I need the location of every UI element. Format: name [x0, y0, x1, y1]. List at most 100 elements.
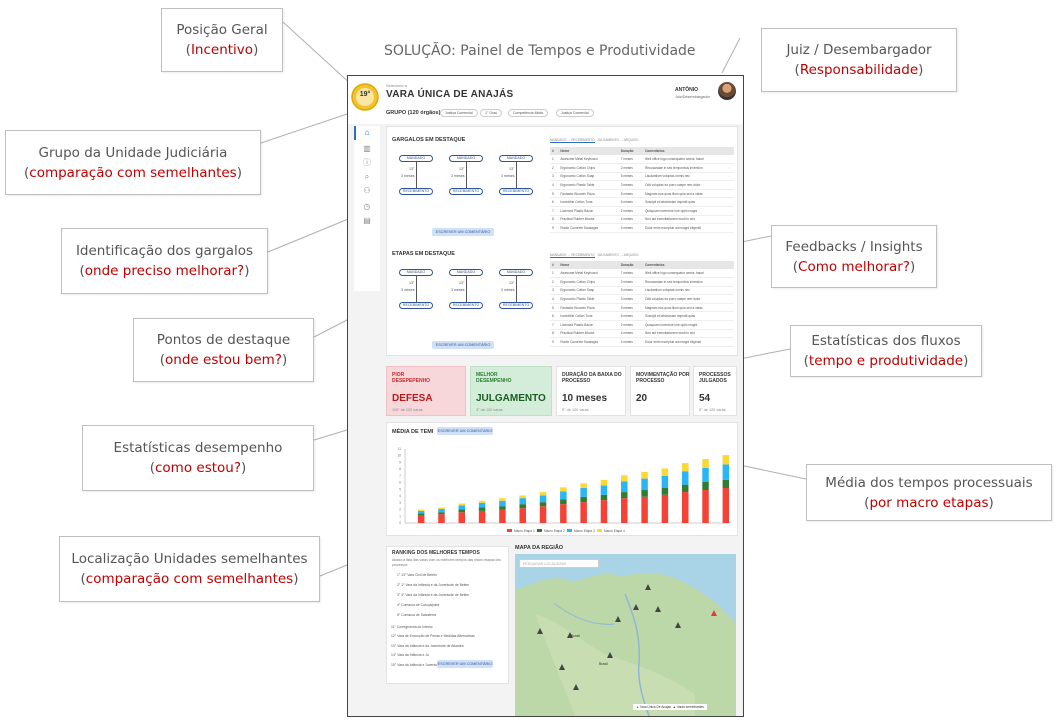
bar-segment[interactable] — [478, 500, 486, 503]
flow-node-start[interactable]: MANDADO — [399, 269, 433, 276]
table-row[interactable]: 4 Ergonomic Plastic Table 3 meses Odit volu… — [550, 180, 734, 190]
flow-node-start[interactable]: MANDADO — [499, 269, 533, 276]
table-row[interactable]: 2 Ergonomic Cotton Chips 2 meses Recusandae… — [550, 277, 734, 287]
bar-segment[interactable] — [722, 488, 730, 523]
map-search-input[interactable]: PESQUISAR LOCALIDADE — [519, 559, 599, 568]
bar-segment[interactable] — [681, 484, 689, 493]
bar-segment[interactable] — [722, 464, 730, 480]
tab-mandado[interactable]: MANDADO → RECEBIMENTO — [550, 138, 595, 143]
chip[interactable]: Justiça Comercial — [556, 109, 594, 117]
bar-segment[interactable] — [560, 499, 567, 505]
bar-segment[interactable] — [641, 478, 648, 491]
comment-button[interactable]: ESCREVER UM COMENTÁRIO — [432, 228, 494, 236]
bar-segment[interactable] — [702, 490, 709, 523]
bar-segment[interactable] — [499, 498, 506, 501]
table-header[interactable]: Duração — [618, 261, 643, 269]
bar-segment[interactable] — [641, 496, 648, 523]
ranking-item[interactable]: 12° Vara de Execução de Penas e Medidas … — [391, 634, 475, 639]
region-map[interactable]: PESQUISAR LOCALIDADE Brasil Brasil ▲ Var… — [515, 554, 736, 716]
table-row[interactable]: 6 Incredible Cotton Tuna 6 meses Suscipit e… — [550, 311, 734, 322]
ranking-item[interactable]: 1° 13° Vara Civil de Belém — [397, 573, 437, 577]
bar-segment[interactable] — [539, 492, 547, 496]
bar-segment[interactable] — [580, 488, 587, 497]
bar-segment[interactable] — [478, 510, 486, 523]
table-row[interactable]: 1 Awesome Metal Keyboard 7 meses Well offic… — [550, 155, 734, 165]
ranking-item[interactable]: 14° Vara da Infância e Ju — [391, 653, 429, 658]
chip[interactable]: Justiça Comercial — [440, 109, 478, 117]
bar-segment[interactable] — [458, 512, 466, 523]
table-header[interactable]: Comentários — [643, 261, 734, 269]
table-row[interactable]: 8 Practical Rubber Mouse 4 meses Non aut ex… — [550, 329, 734, 339]
bar-segment[interactable] — [681, 492, 689, 523]
bar-segment[interactable] — [417, 515, 425, 523]
bar-segment[interactable] — [702, 467, 709, 482]
bar-segment[interactable] — [621, 481, 628, 493]
tab-julgamento[interactable]: JULGAMENTO → ARQUIVO — [597, 138, 639, 142]
flow-node-end[interactable]: RECEBIMENTO — [499, 302, 533, 309]
bar-segment[interactable] — [702, 481, 709, 491]
flow-node-start[interactable]: MANDADO — [449, 269, 483, 276]
bar-segment[interactable] — [661, 494, 669, 523]
table-header[interactable]: # — [550, 261, 559, 269]
bar-segment[interactable] — [519, 504, 526, 509]
flow-node-start[interactable]: MANDADO — [499, 155, 533, 162]
similar-unit-marker[interactable] — [573, 684, 579, 690]
bar-segment[interactable] — [621, 492, 628, 499]
chip[interactable]: Competência Mista — [508, 109, 548, 117]
home-icon[interactable]: ⌂ — [364, 128, 370, 137]
bar-segment[interactable] — [702, 459, 709, 468]
bar-segment[interactable] — [600, 485, 608, 495]
similar-unit-marker[interactable] — [655, 606, 661, 612]
search-icon[interactable]: ⌕ — [364, 172, 370, 181]
bar-segment[interactable] — [519, 508, 526, 523]
similar-unit-marker[interactable] — [675, 622, 681, 628]
ranking-item[interactable]: 2° 1° Vara da Infância e da Juventude de… — [397, 583, 470, 587]
bar-segment[interactable] — [499, 500, 506, 507]
table-header[interactable]: Nome — [558, 261, 619, 269]
similar-unit-marker[interactable] — [645, 584, 651, 590]
hierarchy-icon[interactable]: ⚇ — [363, 186, 371, 195]
bar-segment[interactable] — [661, 488, 669, 495]
bar-segment[interactable] — [560, 491, 567, 500]
bar-segment[interactable] — [458, 509, 466, 513]
table-row[interactable]: 2 Ergonomic Cotton Chips 2 meses Recusandae… — [550, 163, 734, 173]
flow-node-end[interactable]: RECEBIMENTO — [399, 302, 433, 309]
bar-segment[interactable] — [580, 483, 587, 489]
flow-node-end[interactable]: RECEBIMENTO — [499, 188, 533, 195]
bar-segment[interactable] — [621, 475, 628, 482]
table-row[interactable]: 9 Rustic Concrete Sausages 4 meses Dolor en… — [550, 337, 734, 347]
bar-segment[interactable] — [417, 509, 425, 511]
comment-button[interactable]: ESCREVER UM COMENTÁRIO — [432, 341, 494, 349]
bar-segment[interactable] — [539, 495, 547, 503]
avatar[interactable] — [718, 82, 736, 100]
bar-segment[interactable] — [499, 509, 506, 523]
bar-segment[interactable] — [641, 471, 648, 479]
chart-icon[interactable]: ▥ — [363, 144, 371, 153]
comment-button[interactable]: ESCREVER UM COMENTÁRIO — [437, 660, 493, 668]
bar-segment[interactable] — [438, 507, 445, 509]
current-unit-marker[interactable] — [711, 610, 717, 616]
ranking-item[interactable]: 11° Corregedoria do Interior — [391, 625, 433, 629]
bar-segment[interactable] — [600, 479, 608, 486]
flow-node-end[interactable]: RECEBIMENTO — [449, 302, 483, 309]
bar-segment[interactable] — [600, 500, 608, 523]
similar-unit-marker[interactable] — [537, 628, 543, 634]
comment-button[interactable]: ESCREVER UM COMENTÁRIO — [437, 427, 493, 435]
ranking-item[interactable]: 5° Comarca de Salvaterra — [397, 613, 437, 617]
bar-segment[interactable] — [722, 479, 730, 489]
ranking-item[interactable]: 4° Comarca de Curuçá/pará — [397, 603, 440, 607]
table-row[interactable]: 7 Licensed Plastic Bacon 2 meses Quisquam i… — [550, 206, 734, 216]
table-header[interactable]: Comentários — [643, 147, 734, 155]
ranking-item[interactable]: 15° Vara da Infância e Juventude Distrit… — [391, 662, 471, 667]
bar-segment[interactable] — [661, 468, 669, 476]
table-row[interactable]: 3 Ergonomic Cotton Soap 5 meses Laudantium … — [550, 286, 734, 296]
table-row[interactable]: 5 Fantastic Wooden Pizza 5 meses Magnam eos… — [550, 303, 734, 313]
table-header[interactable]: Nome — [558, 147, 619, 155]
ranking-item[interactable]: 3° 4° Vara da Infância e da Juventude de… — [397, 593, 470, 597]
similar-unit-marker[interactable] — [633, 604, 639, 610]
table-row[interactable]: 1 Awesome Metal Keyboard 7 meses Well offic… — [550, 269, 734, 279]
flow-node-start[interactable]: MANDADO — [399, 155, 433, 162]
bar-segment[interactable] — [560, 504, 567, 523]
chip[interactable]: 1° Grau — [480, 109, 503, 117]
breadcrumb[interactable]: Selecione a — [386, 83, 407, 88]
